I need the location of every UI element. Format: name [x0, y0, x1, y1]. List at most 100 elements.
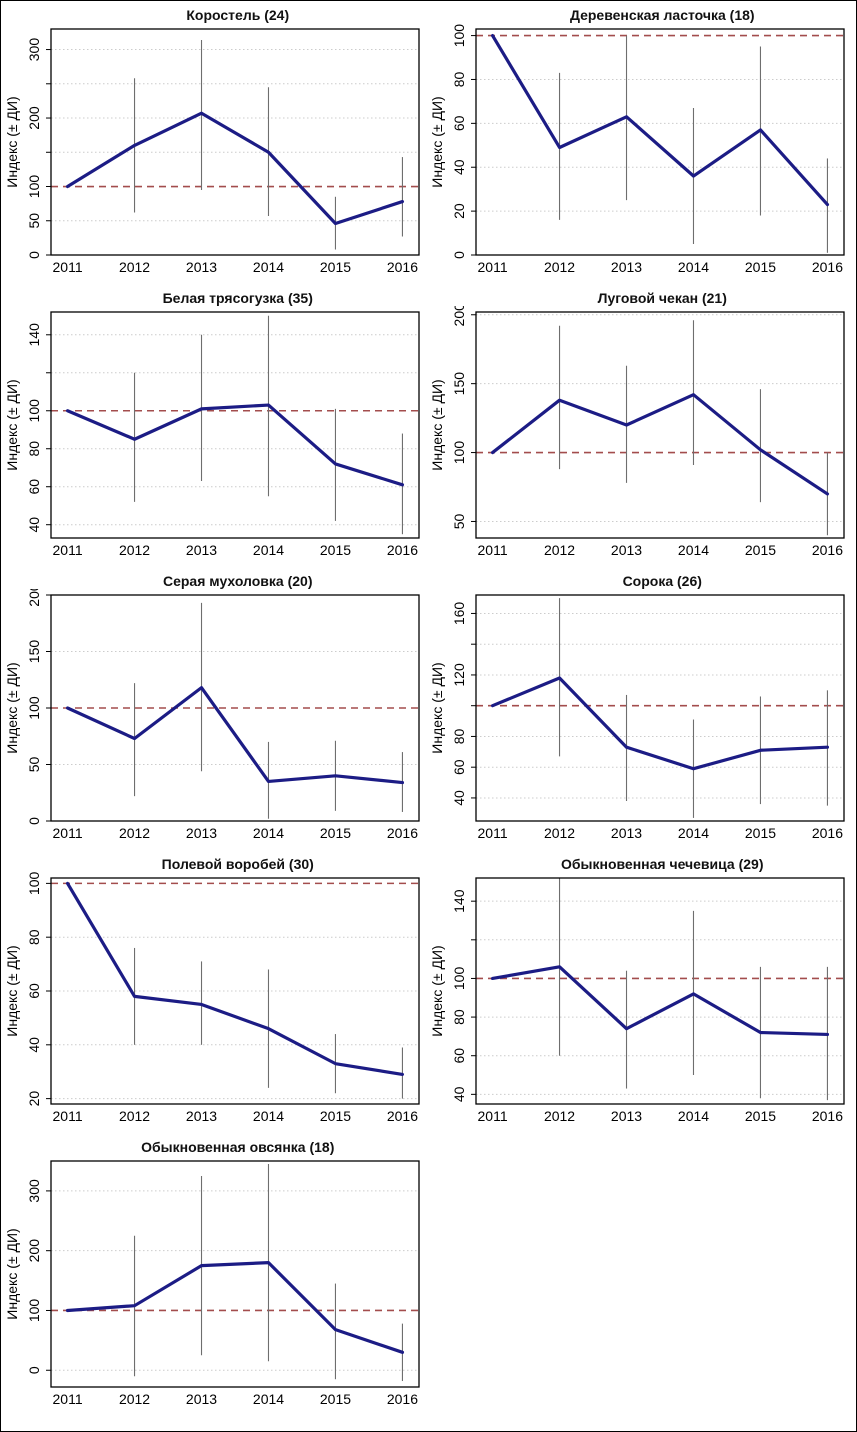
y-tick-label: 120 [451, 663, 467, 687]
y-tick-label: 100 [26, 696, 42, 720]
chart-title: Полевой воробей (30) [161, 856, 314, 872]
x-tick-label: 2014 [253, 825, 284, 841]
series-line [65, 111, 405, 226]
x-tick-label: 2016 [387, 1391, 418, 1407]
y-tick-label: 40 [26, 517, 42, 533]
chart-title: Серая мухоловка (20) [162, 573, 313, 589]
y-tick-label: 200 [451, 306, 467, 326]
plot-svg: 40 60 80 100 140 2011 2012 2013 2014 2015 2016 Инде… [430, 877, 845, 1124]
x-tick-label: 2014 [253, 259, 284, 275]
x-tick-label: 2013 [610, 259, 641, 275]
axis-box [474, 311, 845, 539]
x-tick-label: 2011 [477, 542, 507, 558]
x-tick-label: 2013 [610, 825, 641, 841]
y-axis-label: Индекс (± ДИ) [5, 379, 20, 470]
axis-box [474, 877, 845, 1105]
y-tick-label: 200 [26, 1239, 42, 1263]
series-line [65, 686, 405, 785]
y-tick-label: 150 [26, 640, 42, 664]
series-line [490, 965, 829, 1037]
y-tick-label: 100 [26, 1299, 42, 1323]
x-tick-label: 2012 [119, 542, 150, 558]
y-tick-label: 60 [26, 983, 42, 999]
x-tick-label: 2011 [477, 259, 507, 275]
chart-title: Сорока (26) [622, 573, 702, 589]
x-tick-label: 2015 [320, 825, 351, 841]
axis-box [50, 311, 420, 539]
y-tick-label: 80 [451, 1009, 467, 1025]
x-tick-label: 2014 [253, 542, 284, 558]
x-tick-label: 2014 [253, 1108, 284, 1124]
y-axis-label: Индекс (± ДИ) [430, 379, 445, 470]
y-tick-label: 60 [451, 115, 467, 131]
x-tick-label: 2015 [744, 259, 775, 275]
y-axis-label: Индекс (± ДИ) [430, 662, 445, 753]
y-tick-label: 140 [451, 889, 467, 913]
x-tick-label: 2013 [186, 1108, 217, 1124]
plot-svg: 0 20 40 60 80 100 2011 2012 2013 2014 2015 2016 Инде… [430, 24, 845, 275]
y-tick-label: 60 [26, 479, 42, 495]
x-tick-label: 2016 [811, 1108, 842, 1124]
y-tick-label: 80 [451, 71, 467, 87]
x-tick-label: 2016 [387, 542, 418, 558]
y-tick-label: 160 [451, 602, 467, 626]
plot-svg: 40 60 80 120 160 2011 2012 2013 2014 2015 2016 Инде… [430, 594, 845, 841]
x-tick-label: 2016 [811, 259, 842, 275]
series-line [65, 403, 405, 487]
x-tick-label: 2013 [610, 1108, 641, 1124]
y-tick-label: 0 [26, 251, 42, 259]
series-line [490, 393, 829, 496]
y-tick-label: 40 [451, 1086, 467, 1102]
y-tick-label: 100 [26, 872, 42, 895]
y-tick-label: 200 [26, 589, 42, 607]
chart-title: Белая трясогузка (35) [162, 290, 313, 306]
y-tick-label: 80 [451, 728, 467, 744]
y-axis-label: Индекс (± ДИ) [5, 1228, 20, 1319]
x-tick-label: 2011 [53, 542, 83, 558]
y-tick-label: 100 [26, 399, 42, 423]
y-tick-label: 100 [451, 967, 467, 991]
chart-panel: Сорока (26) 40 60 80 120 160 2011 2012 2013 2014 2… [430, 571, 855, 854]
x-tick-label: 2011 [53, 825, 83, 841]
y-tick-label: 200 [26, 106, 42, 130]
x-tick-label: 2011 [477, 1108, 507, 1124]
chart-panel: Обыкновенная чечевица (29) 40 60 80 100 140 20… [430, 854, 855, 1137]
y-axis-label: Индекс (± ДИ) [5, 96, 20, 187]
x-tick-label: 2013 [186, 825, 217, 841]
y-tick-label: 0 [451, 251, 467, 259]
plot-svg: 50 100 150 200 2011 2012 2013 2014 2015 2016 Индек… [430, 306, 845, 558]
y-tick-label: 100 [26, 175, 42, 199]
x-tick-label: 2016 [387, 259, 418, 275]
chart-panel: Коростель (24) 0 50 100 200 300 2011 2012 2013 20… [5, 5, 430, 288]
x-tick-label: 2015 [744, 825, 775, 841]
chart-title: Обыкновенная овсянка (18) [141, 1139, 335, 1155]
x-tick-label: 2011 [477, 825, 507, 841]
plot-svg: 0 50 100 200 300 2011 2012 2013 2014 2015 2016 Инде… [5, 28, 420, 275]
x-tick-label: 2015 [320, 259, 351, 275]
y-tick-label: 20 [26, 1091, 42, 1107]
x-tick-label: 2014 [677, 259, 708, 275]
x-tick-label: 2014 [677, 542, 708, 558]
y-tick-label: 80 [26, 441, 42, 457]
chart-title: Коростель (24) [186, 7, 290, 23]
x-tick-label: 2012 [543, 259, 574, 275]
chart-panel: Полевой воробей (30) 20 40 60 80 100 2011 2012 2… [5, 854, 430, 1137]
axis-box [50, 28, 420, 256]
y-tick-label: 80 [26, 929, 42, 945]
x-tick-label: 2015 [320, 1391, 351, 1407]
series-line [65, 881, 405, 1077]
y-tick-label: 40 [26, 1037, 42, 1053]
x-tick-label: 2015 [744, 1108, 775, 1124]
y-tick-label: 20 [451, 203, 467, 219]
plot-svg: 20 40 60 80 100 2011 2012 2013 2014 2015 2016 Индек… [5, 872, 420, 1124]
series-line [65, 1261, 405, 1354]
y-tick-label: 40 [451, 159, 467, 175]
y-tick-label: 50 [26, 757, 42, 773]
x-tick-label: 2016 [811, 542, 842, 558]
y-tick-label: 0 [26, 817, 42, 825]
series-line [490, 33, 829, 207]
y-tick-label: 100 [451, 441, 467, 465]
x-tick-label: 2012 [119, 259, 150, 275]
chart-title: Луговой чекан (21) [597, 290, 727, 306]
